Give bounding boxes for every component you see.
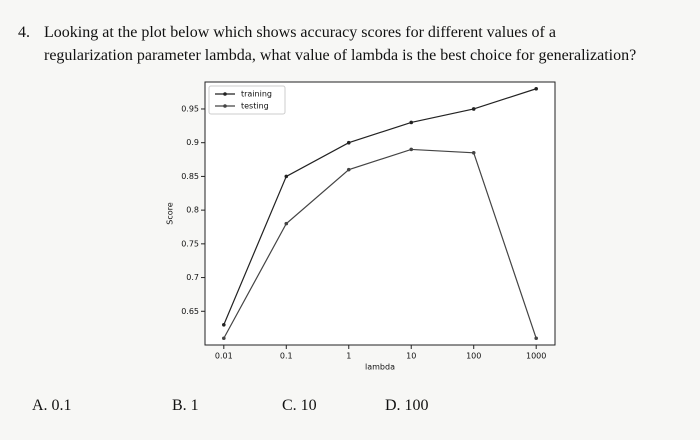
legend-marker: [223, 92, 227, 96]
y-tick-label: 0.65: [181, 307, 199, 316]
y-tick-label: 0.85: [181, 172, 199, 181]
series-line: [223, 148, 537, 339]
x-tick-label: 0.01: [215, 352, 233, 361]
point: [409, 120, 414, 125]
point: [471, 151, 476, 155]
legend-box: [208, 85, 286, 115]
point: [284, 174, 289, 179]
option[interactable]: A. 0.1: [32, 397, 72, 414]
y-tick-label: 0.8: [186, 206, 199, 215]
legend-label: training: [241, 90, 272, 99]
x-tick-label: 1000: [526, 352, 546, 361]
x-tick-label: 100: [466, 352, 481, 361]
point: [346, 140, 351, 145]
x-axis-label: lambda: [365, 363, 395, 372]
point: [471, 107, 476, 111]
series-line: [223, 88, 537, 326]
legend-label: testing: [241, 102, 269, 111]
point: [534, 336, 538, 341]
x-tick-label: 1: [346, 352, 351, 361]
legend-marker: [223, 104, 227, 108]
point: [222, 322, 226, 327]
x-tick-label: 10: [406, 352, 416, 361]
y-tick-label: 0.95: [181, 104, 199, 113]
x-tick-label: 0.1: [280, 352, 293, 361]
point: [409, 147, 414, 152]
point: [346, 167, 351, 172]
y-tick-label: 0.7: [186, 273, 199, 282]
question-line: Looking at the plot below which shows ac…: [44, 24, 556, 41]
point: [534, 86, 538, 91]
y-axis-label: Score: [166, 202, 175, 224]
option[interactable]: D. 100: [385, 397, 429, 414]
point: [284, 221, 289, 226]
question-number: 4.: [18, 24, 30, 41]
plot-area: [204, 81, 556, 346]
y-tick-label: 0.75: [181, 239, 199, 248]
question-line: regularization parameter lambda, what va…: [44, 47, 637, 64]
option[interactable]: C. 10: [282, 397, 317, 414]
y-tick-label: 0.9: [186, 138, 199, 147]
option[interactable]: B. 1: [172, 397, 199, 414]
point: [222, 336, 226, 341]
